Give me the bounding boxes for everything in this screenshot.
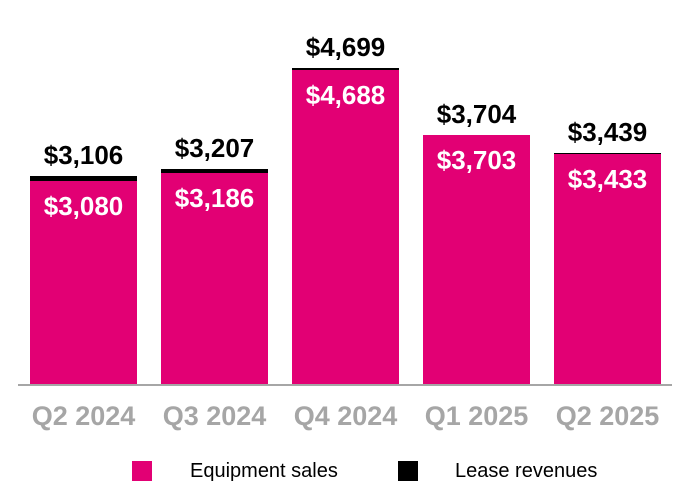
equipment-sales-segment bbox=[161, 169, 268, 385]
equipment-sales-legend-label: Equipment sales bbox=[190, 460, 338, 482]
lease-revenues-legend-label: Lease revenues bbox=[455, 460, 598, 482]
total-value-label: $4,699 bbox=[305, 32, 386, 62]
lease-revenues-segment bbox=[161, 169, 268, 173]
equipment-sales-segment bbox=[554, 153, 661, 385]
equipment-sales-legend-swatch bbox=[132, 461, 152, 481]
equipment-sales-value-label: $3,080 bbox=[43, 191, 124, 221]
total-value-label: $3,439 bbox=[567, 117, 648, 147]
total-value-label: $3,207 bbox=[174, 133, 255, 163]
x-axis-label-q2-2025: Q2 2025 bbox=[555, 401, 660, 431]
total-value-label: $3,106 bbox=[43, 140, 124, 170]
equipment-sales-segment bbox=[423, 135, 530, 385]
x-axis-label-q4-2024: Q4 2024 bbox=[293, 401, 398, 431]
total-value-label: $3,704 bbox=[436, 99, 517, 129]
lease-revenues-segment bbox=[30, 176, 137, 181]
lease-revenues-segment bbox=[292, 68, 399, 70]
x-axis-line bbox=[18, 384, 672, 386]
x-axis-label-q2-2024: Q2 2024 bbox=[31, 401, 136, 431]
x-axis-label-q1-2025: Q1 2025 bbox=[424, 401, 529, 431]
equipment-sales-value-label: $3,186 bbox=[174, 183, 255, 213]
equipment-sales-value-label: $4,688 bbox=[305, 80, 386, 110]
lease-revenues-legend-swatch bbox=[398, 461, 418, 481]
x-axis-label-q3-2024: Q3 2024 bbox=[162, 401, 267, 431]
equipment-sales-segment bbox=[30, 176, 137, 385]
equipment-sales-value-label: $3,433 bbox=[567, 164, 648, 194]
bar-q4-2024: $4,688 bbox=[292, 68, 399, 385]
lease-revenues-segment bbox=[554, 153, 661, 154]
bar-q2-2024: $3,080 bbox=[30, 176, 137, 385]
equipment-sales-value-label: $3,703 bbox=[436, 145, 517, 175]
bar-q1-2025: $3,703 bbox=[423, 135, 530, 385]
bar-q2-2025: $3,433 bbox=[554, 153, 661, 385]
bar-q3-2024: $3,186 bbox=[161, 169, 268, 385]
equipment-sales-segment bbox=[292, 68, 399, 385]
